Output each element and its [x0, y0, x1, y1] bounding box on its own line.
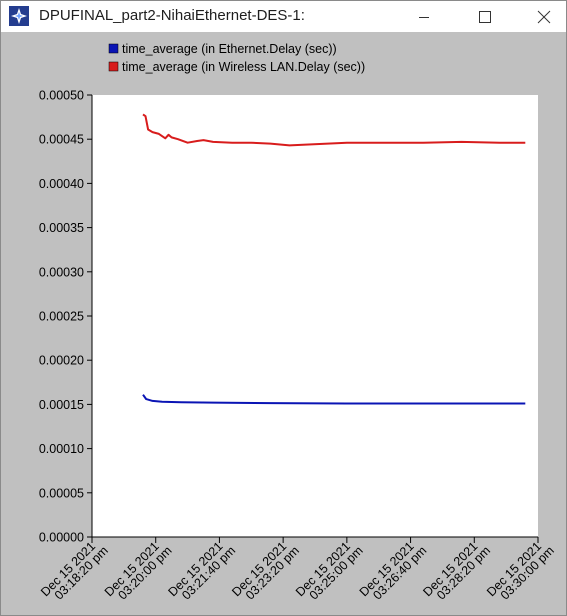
legend-swatch [108, 43, 119, 54]
ethernet-delay-line [142, 394, 526, 405]
window-title: DPUFINAL_part2-NihaiEthernet-DES-1: [39, 7, 305, 24]
legend-swatch [108, 61, 119, 72]
y-tick-label: 0.00040 [39, 177, 84, 191]
y-tick-label: 0.00010 [39, 442, 84, 456]
y-tick-label: 0.00035 [39, 221, 84, 235]
line-chart: time_average (in Ethernet.Delay (sec)) ti… [1, 32, 566, 615]
y-tick-label: 0.00020 [39, 354, 84, 368]
series-layer [142, 113, 526, 405]
title-bar[interactable]: DPUFINAL_part2-NihaiEthernet-DES-1: [1, 1, 566, 32]
maximize-icon [478, 10, 492, 24]
close-button[interactable] [521, 1, 567, 32]
plot-area [92, 95, 538, 537]
legend-label: time_average (in Wireless LAN.Delay (sec… [122, 60, 365, 74]
minimize-button[interactable] [401, 1, 447, 32]
legend: time_average (in Ethernet.Delay (sec)) ti… [108, 42, 365, 74]
y-tick-label: 0.00045 [39, 133, 84, 147]
y-tick-label: 0.00030 [39, 265, 84, 279]
close-icon [537, 10, 551, 24]
y-tick-label: 0.00005 [39, 486, 84, 500]
wireless-delay-line [142, 113, 526, 147]
y-tick-label: 0.00000 [39, 531, 84, 545]
maximize-button[interactable] [462, 1, 508, 32]
y-tick-label: 0.00015 [39, 398, 84, 412]
y-tick-label: 0.00050 [39, 89, 84, 103]
opnet-star-icon [9, 6, 29, 26]
legend-label: time_average (in Ethernet.Delay (sec)) [122, 42, 337, 56]
y-tick-label: 0.00025 [39, 310, 84, 324]
minimize-icon [418, 11, 430, 23]
